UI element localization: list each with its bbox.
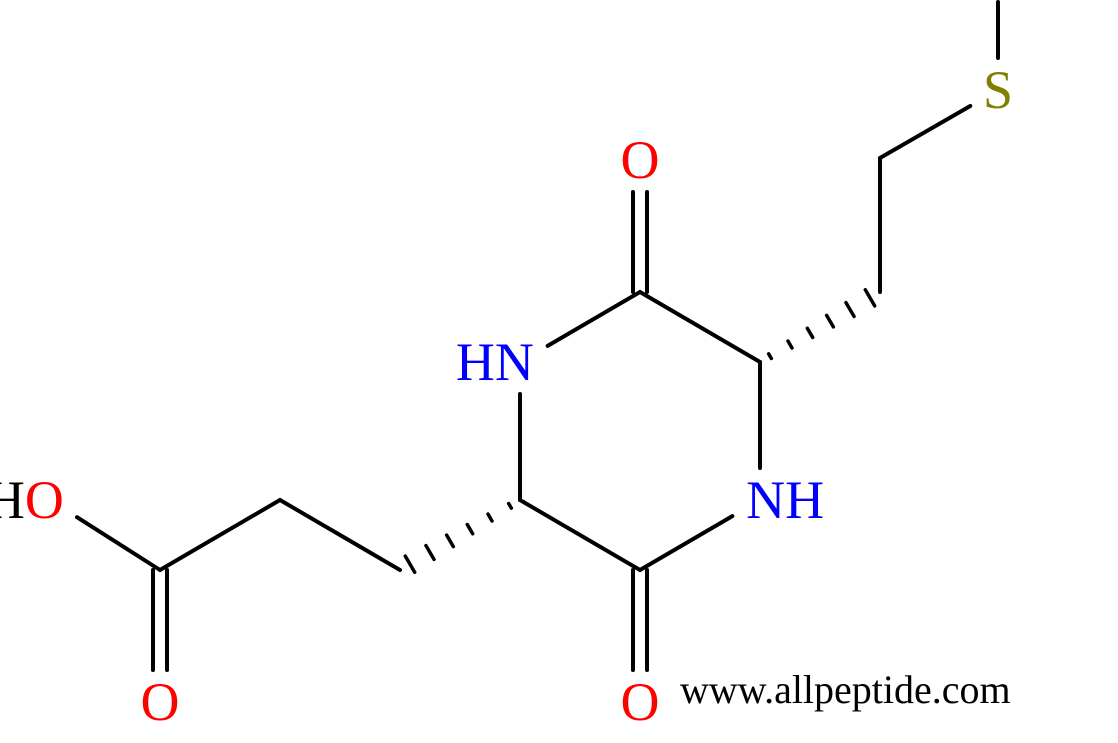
atom-label-O2: O [621,133,660,187]
atom-label-S9: S [983,63,1013,117]
atom-label-O13a: O [141,675,180,729]
watermark-text: www.allpeptide.com [680,666,1011,713]
atom-label-N1: HN [456,335,534,389]
atom-label-N4: NH [746,473,824,527]
atom-label-O13b: HO [0,473,64,527]
atom-label-O5: O [621,675,660,729]
molecule-canvas [0,0,1118,743]
